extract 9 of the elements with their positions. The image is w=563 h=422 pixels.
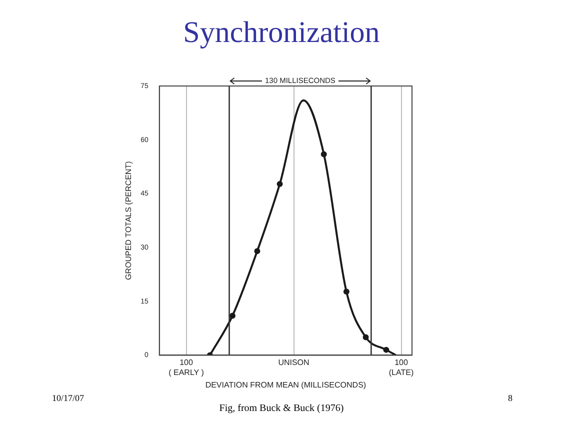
chart-title: Synchronization [182,16,381,50]
text: 10/17/07 [52,393,84,403]
text: 8 [508,393,512,403]
text: Fig, from Buck & Buck (1976) [218,403,345,414]
x-tick-label: 100 ( EARLY ) [168,358,204,377]
x-axis-title: DEVIATION FROM MEAN (MILLISECONDS) [205,380,366,390]
x-tick-label: UNISON [278,358,310,368]
y-axis-title: GROUPED TOTALS (PERCENT) [124,160,134,280]
x-tick-label: 100 (LATE) [388,358,414,377]
